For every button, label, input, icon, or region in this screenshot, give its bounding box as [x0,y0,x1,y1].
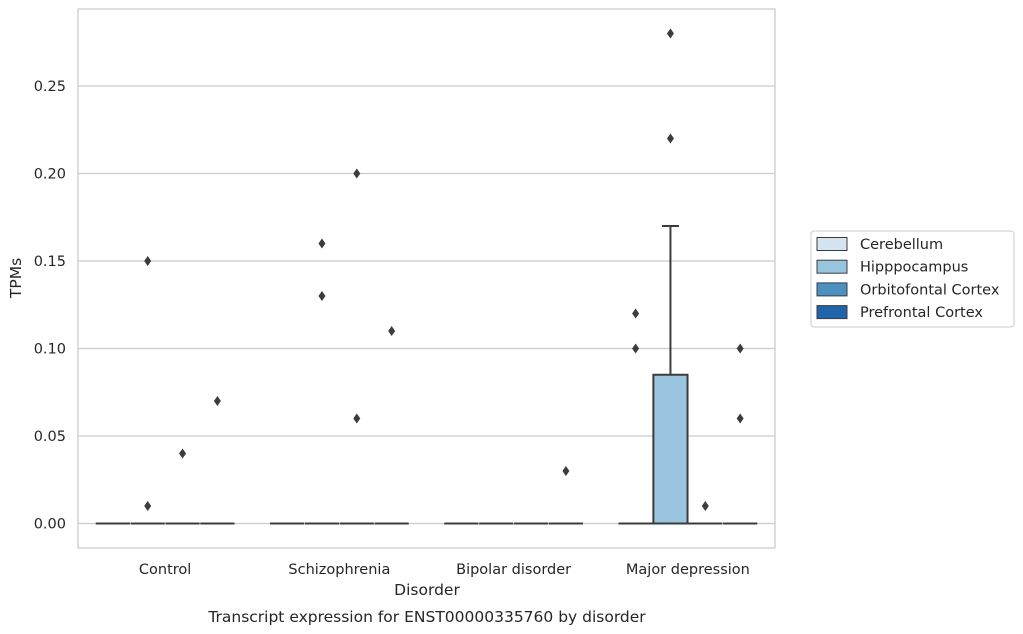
legend-label: Prefrontal Cortex [860,305,983,321]
outlier-point [353,413,361,424]
outlier-point [562,466,570,476]
x-axis-label: Disorder [394,581,460,599]
plot-frame [77,8,776,549]
x-tick-label: Bipolar disorder [456,562,571,578]
chart-caption: Transcript expression for ENST0000033576… [207,608,646,626]
outlier-point [632,343,640,354]
box-rect [652,373,689,525]
outlier-point [144,256,152,266]
legend-frame [810,230,1015,328]
legend-label: Hipppocampus [860,260,968,276]
legend: Cerebellum Hipppocampus Orbitofontal Corte… [810,230,1015,328]
y-tick-label: 0.15 [34,254,66,270]
x-tick-label: Major depression [626,562,750,578]
legend-swatch [816,237,848,251]
y-tick-label: 0.25 [34,79,66,95]
legend-label: Orbitofontal Cortex [860,282,1000,298]
x-tick-label: Control [139,562,191,578]
outlier-point [213,396,221,406]
outlier-point [144,501,152,511]
outlier-point [701,501,709,511]
legend-label: Cerebellum [860,237,943,253]
outlier-point [318,238,326,249]
outlier-point [666,133,674,144]
y-tick-label: 0.05 [34,429,66,445]
outlier-point [736,343,744,354]
y-tick-label: 0.10 [34,342,66,358]
y-axis-ticks: 0.00 0.05 0.10 0.15 0.20 0.25 [34,79,66,533]
outlier-point [666,28,674,39]
outlier-point [388,326,396,336]
outlier-point [632,308,640,319]
legend-swatch [816,305,848,320]
outlier-point [353,168,361,179]
legend-swatch [816,259,848,274]
outlier-point [736,413,744,424]
plot-marks [95,28,758,525]
y-tick-label: 0.00 [34,517,66,533]
x-tick-label: Schizophrenia [288,562,390,578]
y-tick-label: 0.20 [34,167,66,183]
x-axis-ticks: Control Schizophrenia Bipolar disorder Majo… [139,562,750,578]
outlier-point [318,291,326,301]
y-axis-label: TPMs [7,258,25,299]
outlier-point [179,448,187,459]
legend-swatch [816,282,848,297]
